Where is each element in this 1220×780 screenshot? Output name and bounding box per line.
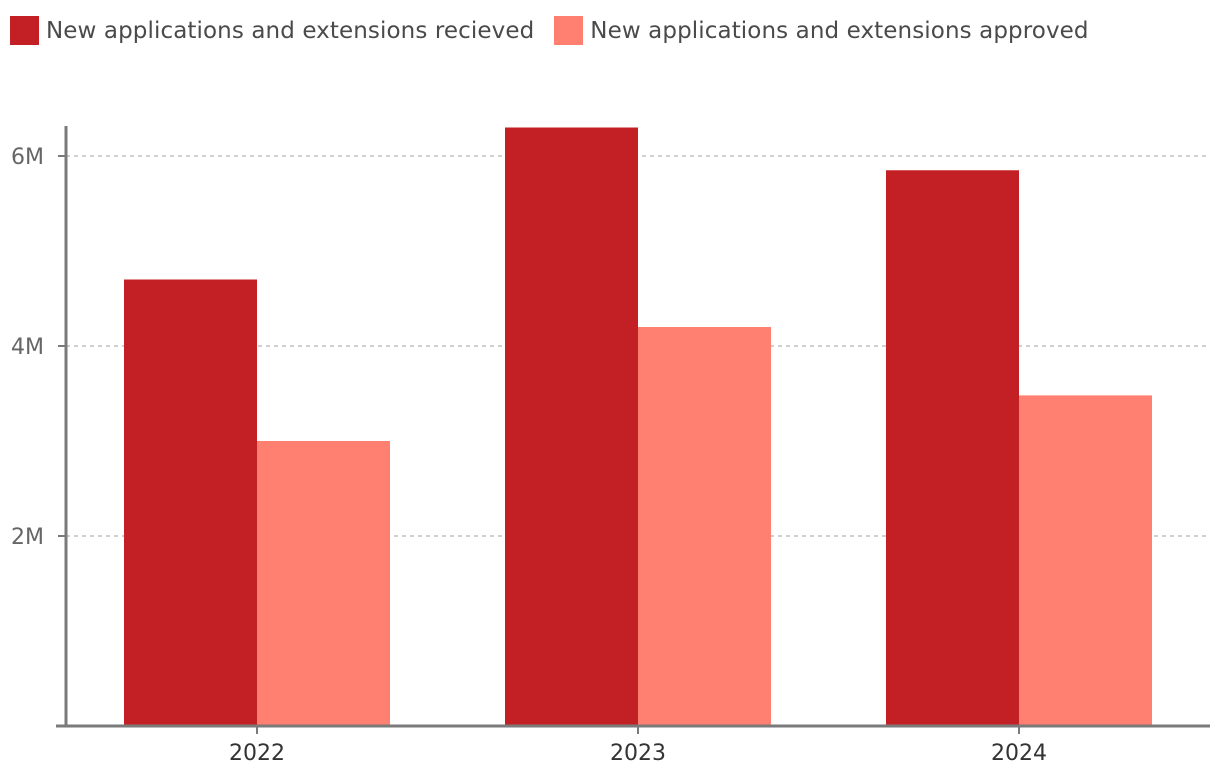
x-tick-label: 2023 <box>610 741 666 766</box>
bars <box>124 127 1152 726</box>
legend-item-approved: New applications and extensions approved <box>554 16 1089 45</box>
bar-received-2023 <box>505 127 638 726</box>
legend-label-received: New applications and extensions recieved <box>46 17 535 44</box>
x-tick-label: 2024 <box>991 741 1047 766</box>
bar-approved-2022 <box>257 441 390 726</box>
legend: New applications and extensions recieved… <box>10 16 1089 45</box>
legend-swatch-approved <box>554 16 584 45</box>
y-tick-label: 2M <box>11 525 44 550</box>
bar-received-2022 <box>124 279 257 726</box>
legend-swatch-received <box>10 16 39 45</box>
tick-labels: 2M 4M 6M 2022 2023 2024 <box>11 145 1047 766</box>
legend-item-received: New applications and extensions recieved <box>10 16 534 45</box>
x-tick-label: 2022 <box>229 741 285 766</box>
y-tick-label: 6M <box>11 145 44 170</box>
legend-label-approved: New applications and extensions approved <box>590 17 1089 44</box>
y-tick-label: 4M <box>11 335 44 360</box>
bar-received-2024 <box>886 170 1019 726</box>
axes <box>56 126 1210 734</box>
bar-approved-2024 <box>1019 395 1152 726</box>
bar-approved-2023 <box>638 327 771 726</box>
